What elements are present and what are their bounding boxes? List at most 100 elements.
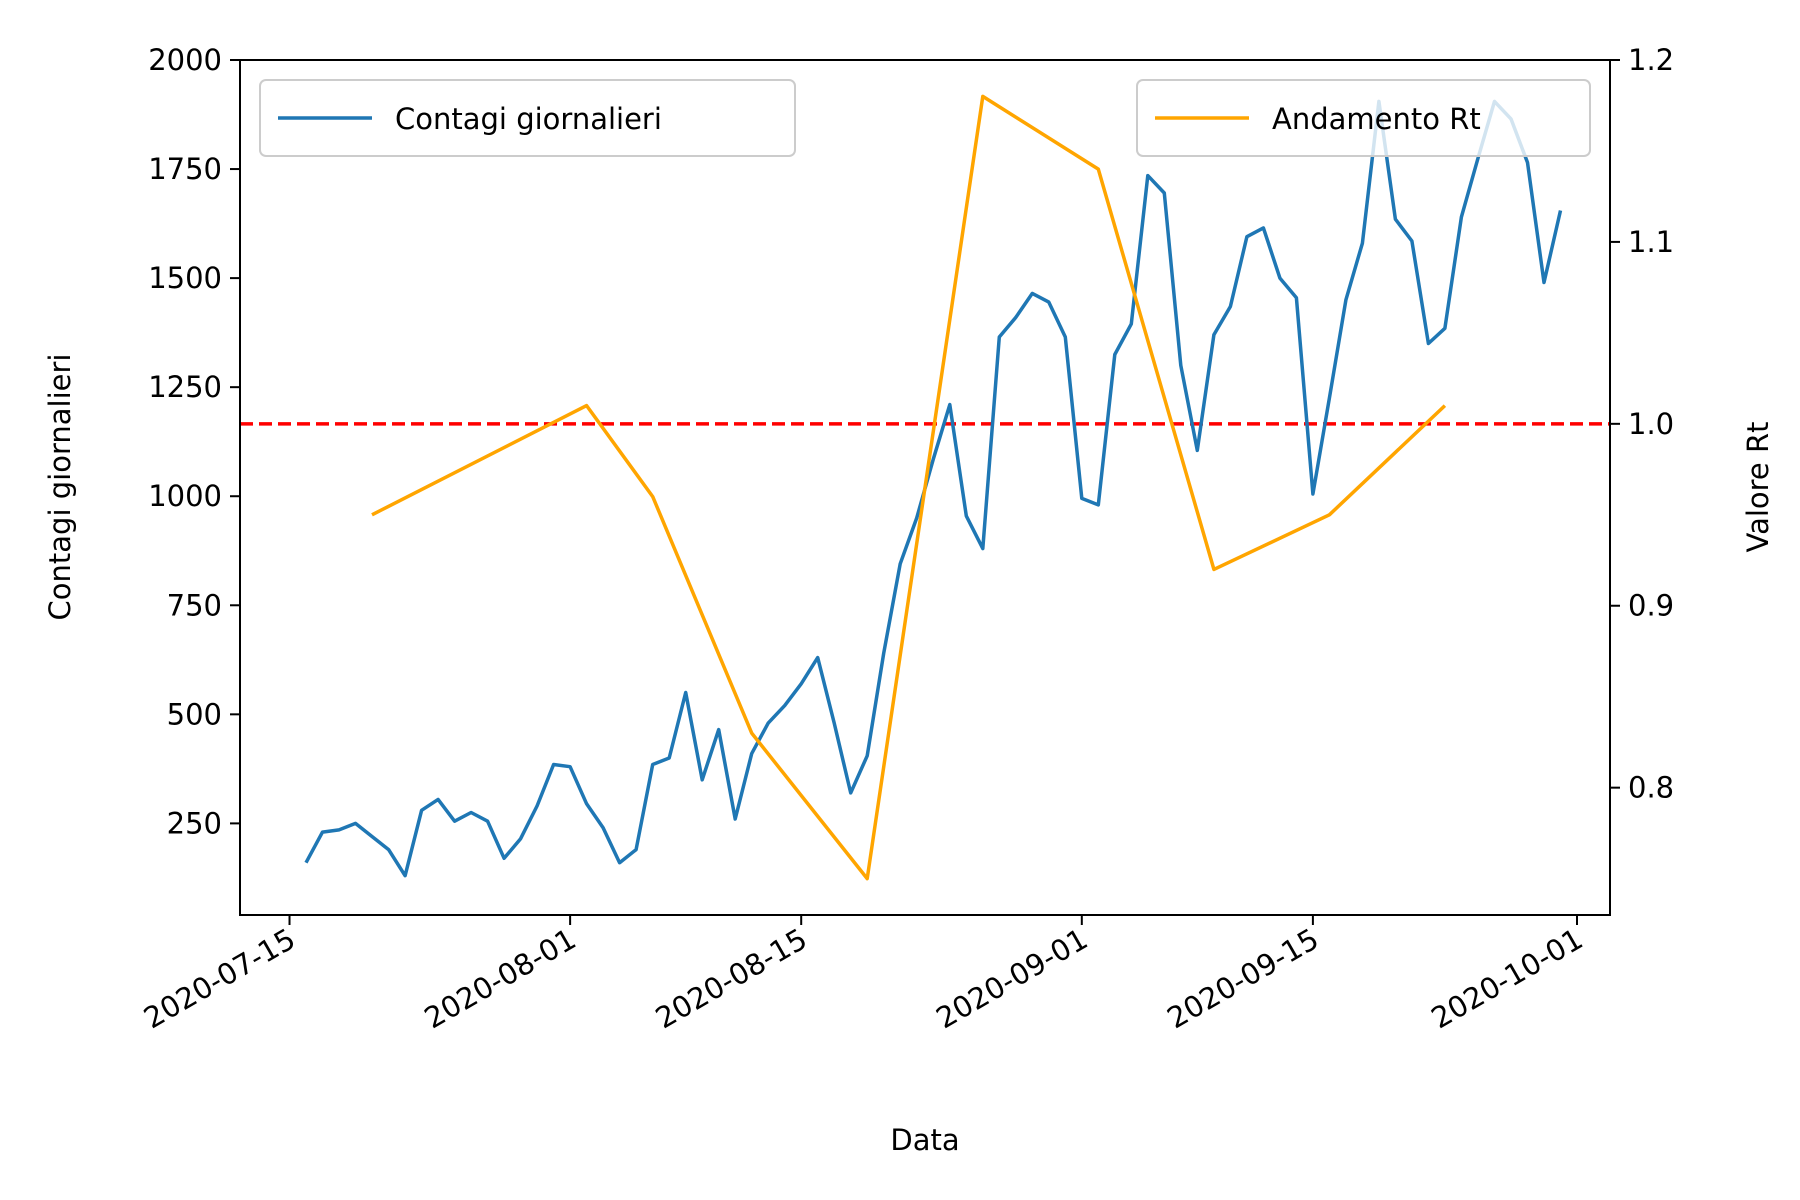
data-point-contagi: [1146, 174, 1150, 178]
plot-frame: [239, 59, 1611, 916]
data-point-contagi: [568, 765, 572, 769]
y2-tick-label: 0.9: [1628, 589, 1674, 623]
data-point-contagi: [1344, 298, 1348, 302]
data-point-contagi: [816, 656, 820, 660]
data-point-contagi: [1410, 239, 1414, 243]
data-point-contagi: [1311, 492, 1315, 496]
data-point-contagi: [1525, 161, 1529, 165]
data-point-contagi: [1063, 335, 1067, 339]
y-tick-label: 2000: [148, 43, 222, 77]
data-point-contagi: [502, 856, 506, 860]
data-point-contagi: [321, 830, 325, 834]
data-point-contagi: [1327, 396, 1331, 400]
data-point-contagi: [651, 763, 655, 767]
legend-right-box: [1136, 79, 1591, 157]
data-point-contagi: [1360, 241, 1364, 245]
data-point-contagi: [1278, 276, 1282, 280]
y2-tick-label: 1.1: [1628, 225, 1674, 259]
data-point-contagi: [634, 848, 638, 852]
legend-left-label: Contagi giornalieri: [395, 102, 662, 136]
data-point-contagi: [304, 861, 308, 865]
data-point-contagi: [948, 403, 952, 407]
data-point-contagi: [832, 721, 836, 725]
y-axis-left: 250 500 750 1000 1250 1500 1750 2000: [148, 43, 240, 840]
data-point-rt: [370, 513, 374, 517]
data-point-contagi: [1443, 326, 1447, 330]
data-point-contagi: [453, 819, 457, 823]
data-point-contagi: [486, 819, 490, 823]
series-line-rt: [371, 94, 1447, 881]
data-point-contagi: [535, 804, 539, 808]
data-point-contagi: [684, 691, 688, 695]
data-point-contagi: [601, 826, 605, 830]
data-point-rt: [981, 94, 985, 98]
data-point-contagi: [354, 821, 358, 825]
data-point-contagi: [519, 837, 523, 841]
data-point-contagi: [1162, 191, 1166, 195]
legend-right: Andamento Rt: [1136, 79, 1591, 157]
data-point-contagi: [1195, 448, 1199, 452]
data-point-contagi: [898, 562, 902, 566]
y-axis-title: Contagi giornalieri: [43, 354, 77, 621]
data-point-contagi: [717, 728, 721, 732]
data-point-contagi: [1179, 363, 1183, 367]
data-point-contagi: [1261, 226, 1265, 230]
y-tick-label: 500: [167, 697, 222, 731]
legend-left: Contagi giornalieri: [259, 79, 796, 157]
data-point-contagi: [981, 547, 985, 551]
series-layer: [240, 94, 1610, 881]
data-point-contagi: [766, 721, 770, 725]
data-point-contagi: [750, 752, 754, 756]
data-point-contagi: [618, 861, 622, 865]
data-point-contagi: [882, 651, 886, 655]
data-point-contagi: [931, 457, 935, 461]
series-line-contagi: [304, 99, 1563, 878]
data-point-rt: [1327, 513, 1331, 517]
data-point-contagi: [849, 791, 853, 795]
data-point-contagi: [1080, 496, 1084, 500]
y2-tick-label: 0.8: [1628, 771, 1674, 805]
y2-axis-title: Valore Rt: [1741, 421, 1775, 552]
data-point-contagi: [799, 682, 803, 686]
y-tick-label: 1000: [148, 479, 222, 513]
data-point-contagi: [370, 834, 374, 838]
data-point-rt: [585, 404, 589, 408]
data-point-contagi: [1245, 235, 1249, 239]
data-point-contagi: [1426, 342, 1430, 346]
data-point-contagi: [387, 848, 391, 852]
data-point-contagi: [436, 797, 440, 801]
data-point-contagi: [1542, 280, 1546, 284]
data-point-rt: [865, 877, 869, 881]
data-point-rt: [750, 731, 754, 735]
data-point-contagi: [1212, 333, 1216, 337]
data-point-contagi: [1096, 503, 1100, 507]
data-point-rt: [1212, 567, 1216, 571]
data-point-contagi: [733, 817, 737, 821]
data-point-contagi: [1129, 322, 1133, 326]
data-point-contagi: [1459, 215, 1463, 219]
y2-tick-label: 1.2: [1628, 43, 1674, 77]
y-tick-label: 1250: [148, 370, 222, 404]
data-point-contagi: [585, 802, 589, 806]
y-tick-label: 1750: [148, 152, 222, 186]
legend-left-box: [259, 79, 796, 157]
data-point-contagi: [1558, 208, 1562, 212]
data-point-contagi: [1014, 315, 1018, 319]
data-point-contagi: [420, 808, 424, 812]
data-point-contagi: [1393, 217, 1397, 221]
data-point-contagi: [915, 516, 919, 520]
data-point-rt: [1096, 167, 1100, 171]
data-point-contagi: [403, 874, 407, 878]
data-point-contagi: [1294, 296, 1298, 300]
data-point-contagi: [1047, 300, 1051, 304]
data-point-contagi: [997, 335, 1001, 339]
y-tick-label: 750: [167, 588, 222, 622]
y2-tick-label: 1.0: [1628, 407, 1674, 441]
data-point-contagi: [1030, 291, 1034, 295]
legend-right-label: Andamento Rt: [1272, 102, 1481, 136]
data-point-contagi: [667, 756, 671, 760]
data-point-contagi: [1113, 352, 1117, 356]
data-point-contagi: [469, 810, 473, 814]
